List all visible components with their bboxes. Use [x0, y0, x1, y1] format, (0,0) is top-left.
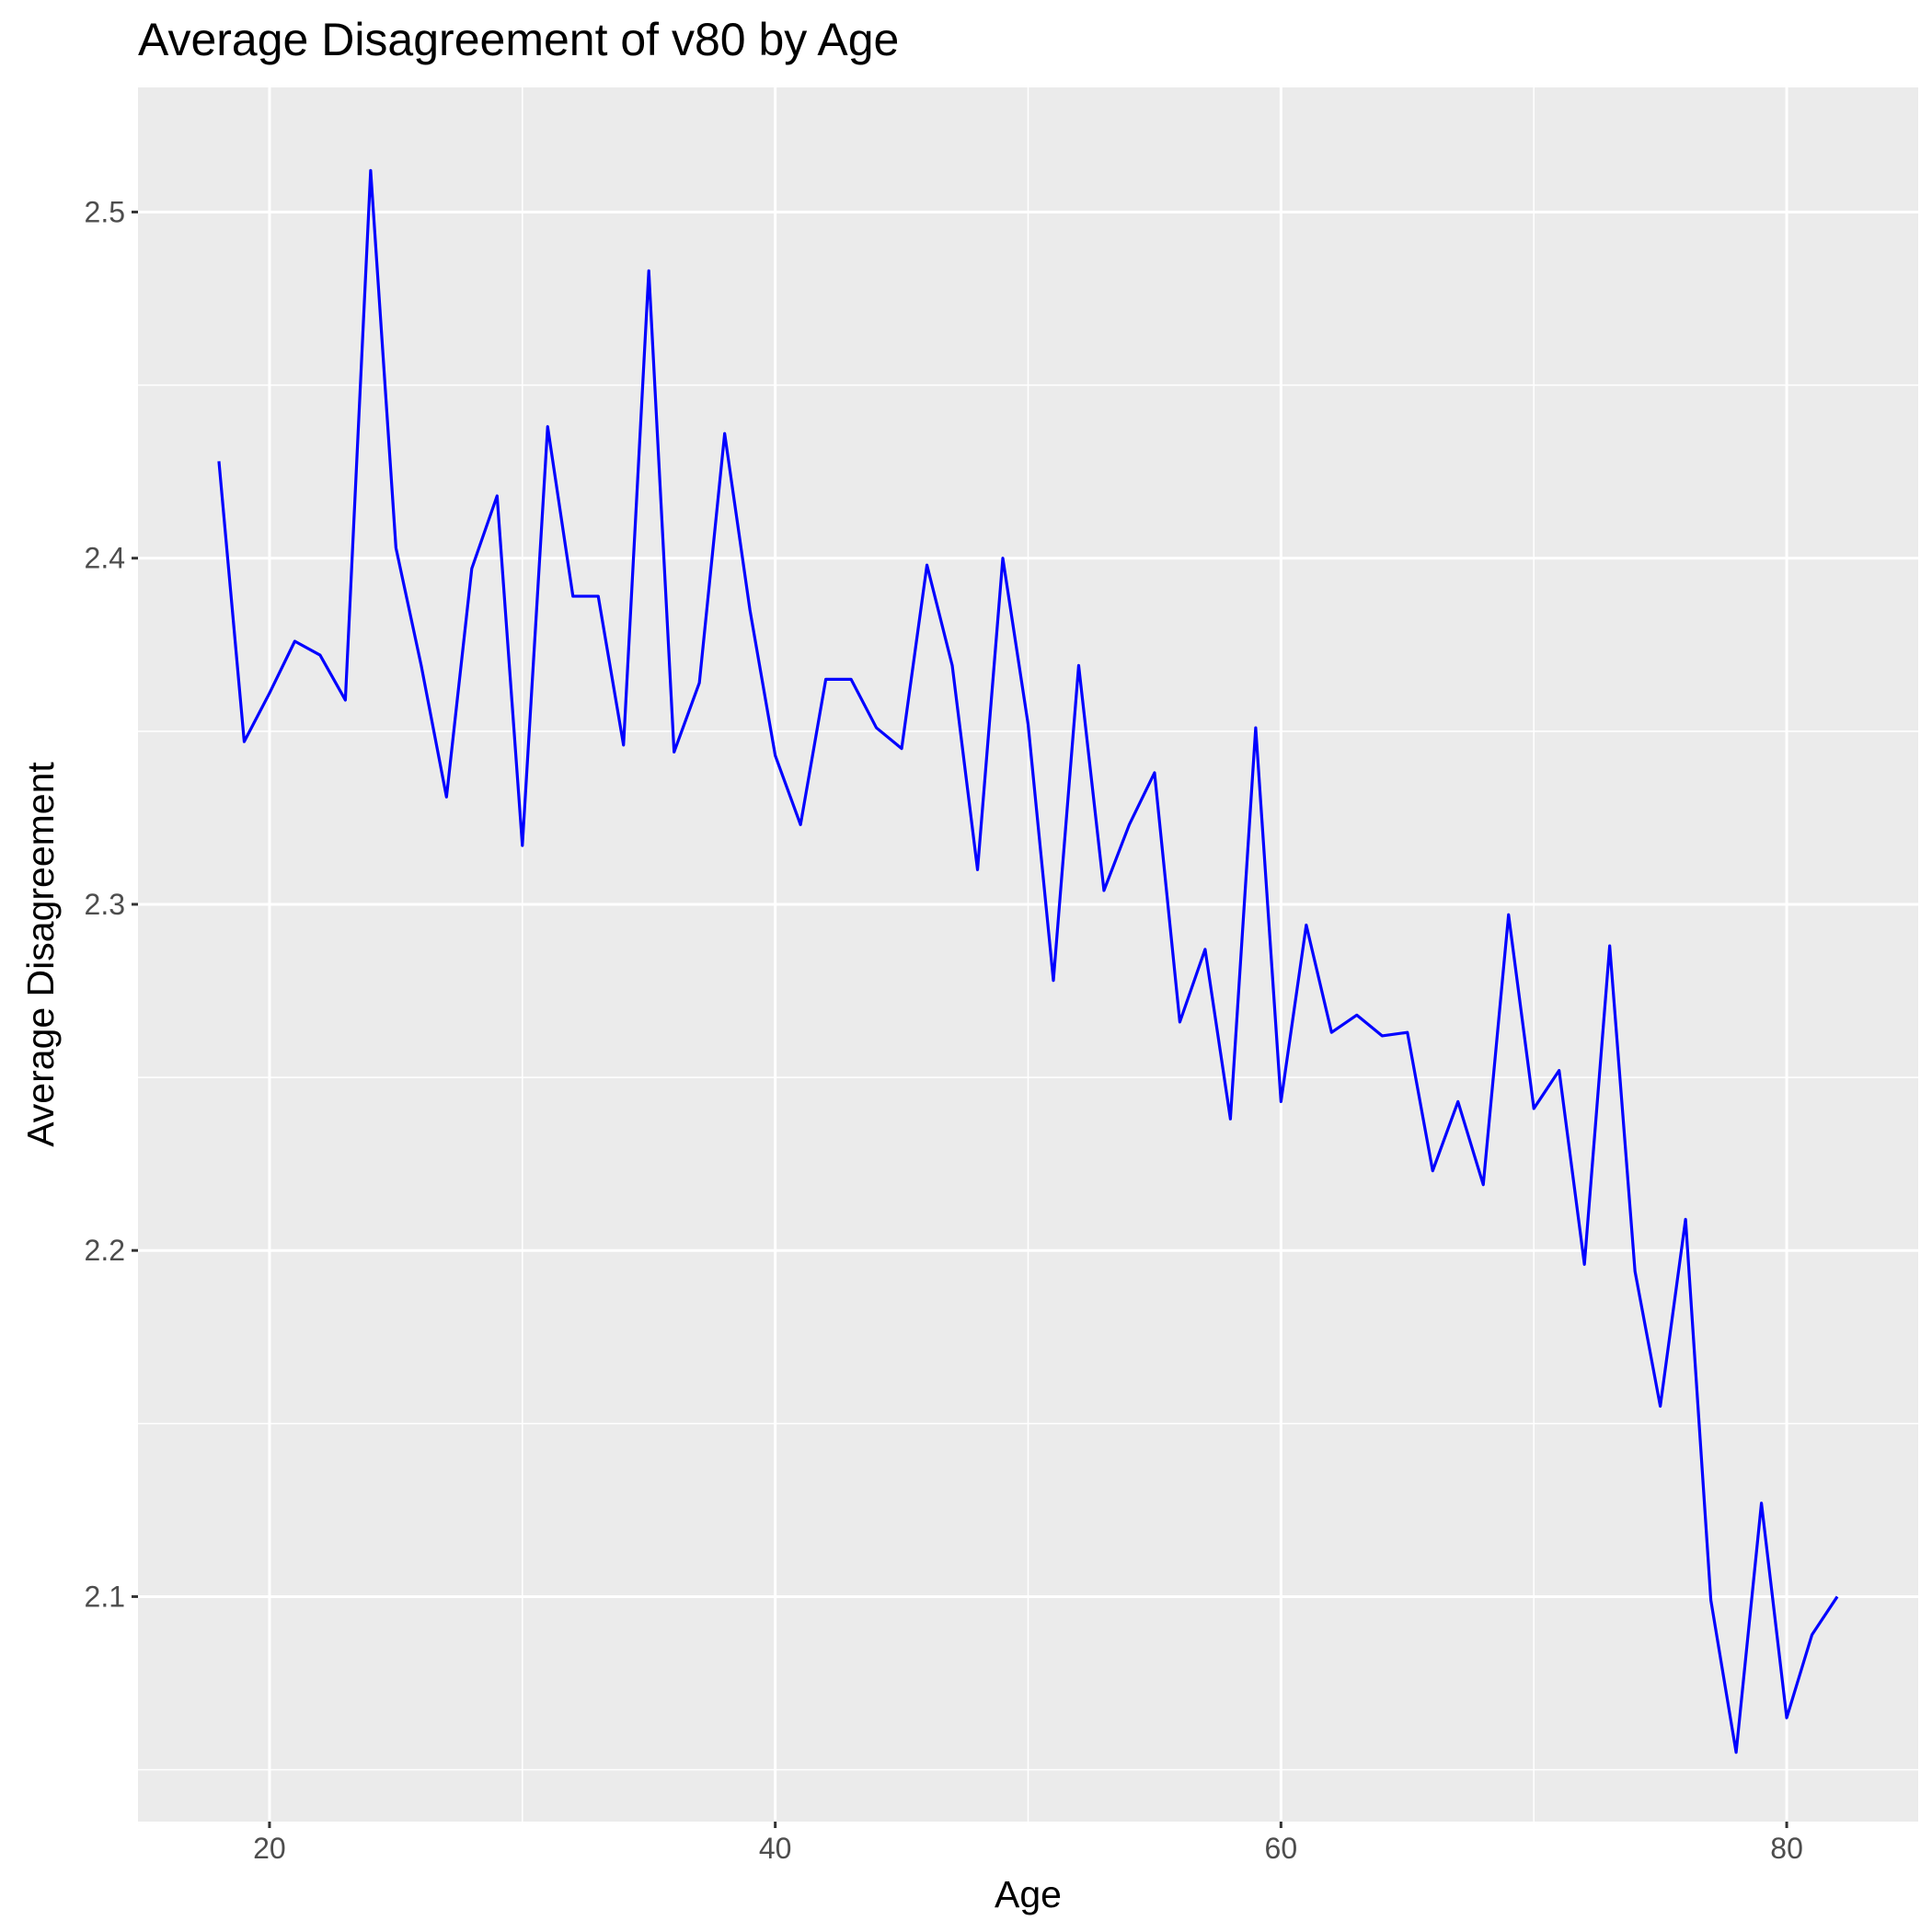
x-axis: 20 40 60 80: [253, 1822, 1803, 1865]
minor-gridlines: [138, 87, 1918, 1822]
y-axis: 2.1 2.2 2.3 2.4 2.5: [85, 195, 138, 1613]
y-tick-label: 2.3: [85, 888, 125, 921]
y-tick-label: 2.1: [85, 1580, 125, 1613]
y-tick-label: 2.2: [85, 1234, 125, 1267]
chart-title: Average Disagreement of v80 by Age: [138, 14, 899, 65]
y-tick-label: 2.4: [85, 542, 125, 575]
x-tick-label: 60: [1265, 1832, 1298, 1865]
x-tick-label: 40: [759, 1832, 792, 1865]
series-line: [217, 168, 1839, 1754]
x-tick-label: 80: [1770, 1832, 1803, 1865]
y-axis-title: Average Disagreement: [19, 762, 62, 1147]
x-axis-title: Age: [995, 1873, 1062, 1915]
major-gridlines: [138, 87, 1918, 1822]
y-tick-label: 2.5: [85, 195, 125, 228]
x-tick-label: 20: [253, 1832, 286, 1865]
series-layer: 18: 2.42819: 2.34720: 2.36121: 2.37622: …: [217, 168, 1839, 1754]
